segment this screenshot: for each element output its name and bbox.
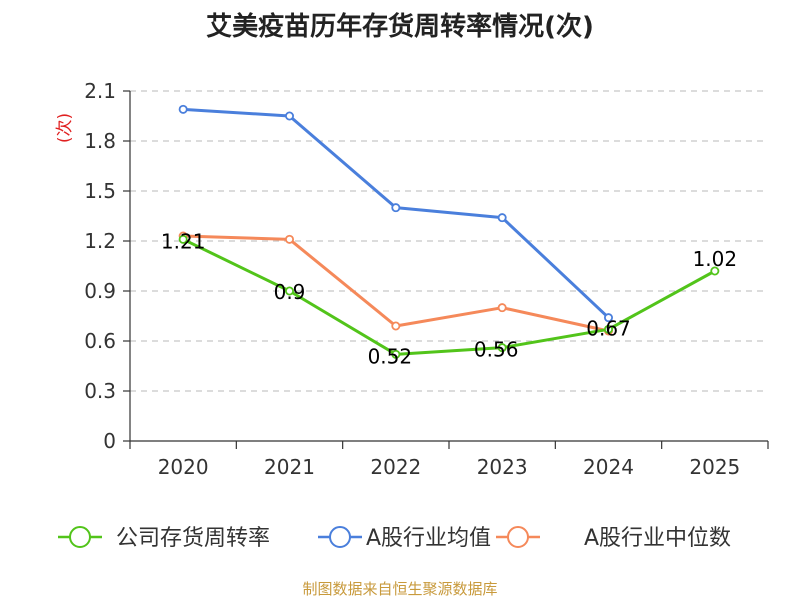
data-point bbox=[391, 203, 401, 213]
data-label: 0.67 bbox=[586, 316, 631, 340]
y-axis-label: (次) bbox=[55, 113, 75, 143]
data-point bbox=[604, 324, 614, 334]
x-tick-label: 2025 bbox=[689, 455, 740, 479]
data-label: 0.52 bbox=[368, 344, 413, 368]
y-tick-label: 0.6 bbox=[84, 329, 116, 353]
y-tick-label: 0 bbox=[103, 429, 116, 453]
chart-title: 艾美疫苗历年存货周转率情况(次) bbox=[206, 12, 594, 42]
data-point bbox=[178, 234, 188, 244]
data-point bbox=[710, 266, 720, 276]
axes: 0 0.3 0.6 0.9 1.2 1.5 1.8 2.1 2020 2021 2022 2023 20… bbox=[84, 79, 769, 479]
x-tick-label: 2023 bbox=[477, 455, 528, 479]
data-point bbox=[284, 234, 294, 244]
data-point bbox=[497, 213, 507, 223]
series-line-2 bbox=[183, 234, 609, 333]
data-labels: 1.21 0.9 0.52 0.56 0.67 1.02 bbox=[161, 229, 737, 368]
y-tick-label: 0.9 bbox=[84, 279, 116, 303]
gridlines bbox=[130, 90, 768, 392]
data-point bbox=[284, 111, 294, 121]
data-point bbox=[284, 286, 294, 296]
data-label: 0.9 bbox=[274, 280, 306, 304]
x-tick-label: 2022 bbox=[370, 455, 421, 479]
legend-marker bbox=[507, 526, 529, 548]
legend-label: A股行业中位数 bbox=[584, 526, 731, 551]
y-tick-label: 1.8 bbox=[84, 129, 116, 153]
data-label: 0.56 bbox=[474, 338, 519, 362]
legend-marker bbox=[69, 526, 91, 548]
y-tick-label: 1.5 bbox=[84, 179, 116, 203]
data-point bbox=[391, 349, 401, 359]
legend-marker bbox=[329, 526, 351, 548]
data-point bbox=[497, 343, 507, 353]
legend-label: A股行业均值 bbox=[366, 526, 491, 551]
x-tick-label: 2021 bbox=[264, 455, 315, 479]
y-tick-label: 0.3 bbox=[84, 379, 116, 403]
data-point bbox=[178, 104, 188, 114]
x-tick-label: 2024 bbox=[583, 455, 634, 479]
data-label: 1.02 bbox=[693, 247, 738, 271]
data-point bbox=[604, 313, 614, 323]
legend: 公司存货周转率 A股行业均值 A股行业中位数 bbox=[58, 526, 731, 551]
series-line-0 bbox=[182, 237, 716, 356]
data-label: 1.21 bbox=[161, 229, 206, 253]
x-tick-label: 2020 bbox=[158, 455, 209, 479]
y-tick-label: 1.2 bbox=[84, 229, 116, 253]
y-tick-label: 2.1 bbox=[84, 79, 116, 103]
source-footer: 制图数据来自恒生聚源数据库 bbox=[302, 580, 498, 598]
legend-label: 公司存货周转率 bbox=[116, 526, 270, 551]
series-group bbox=[178, 104, 720, 359]
data-point bbox=[497, 303, 507, 313]
data-point bbox=[391, 321, 401, 331]
